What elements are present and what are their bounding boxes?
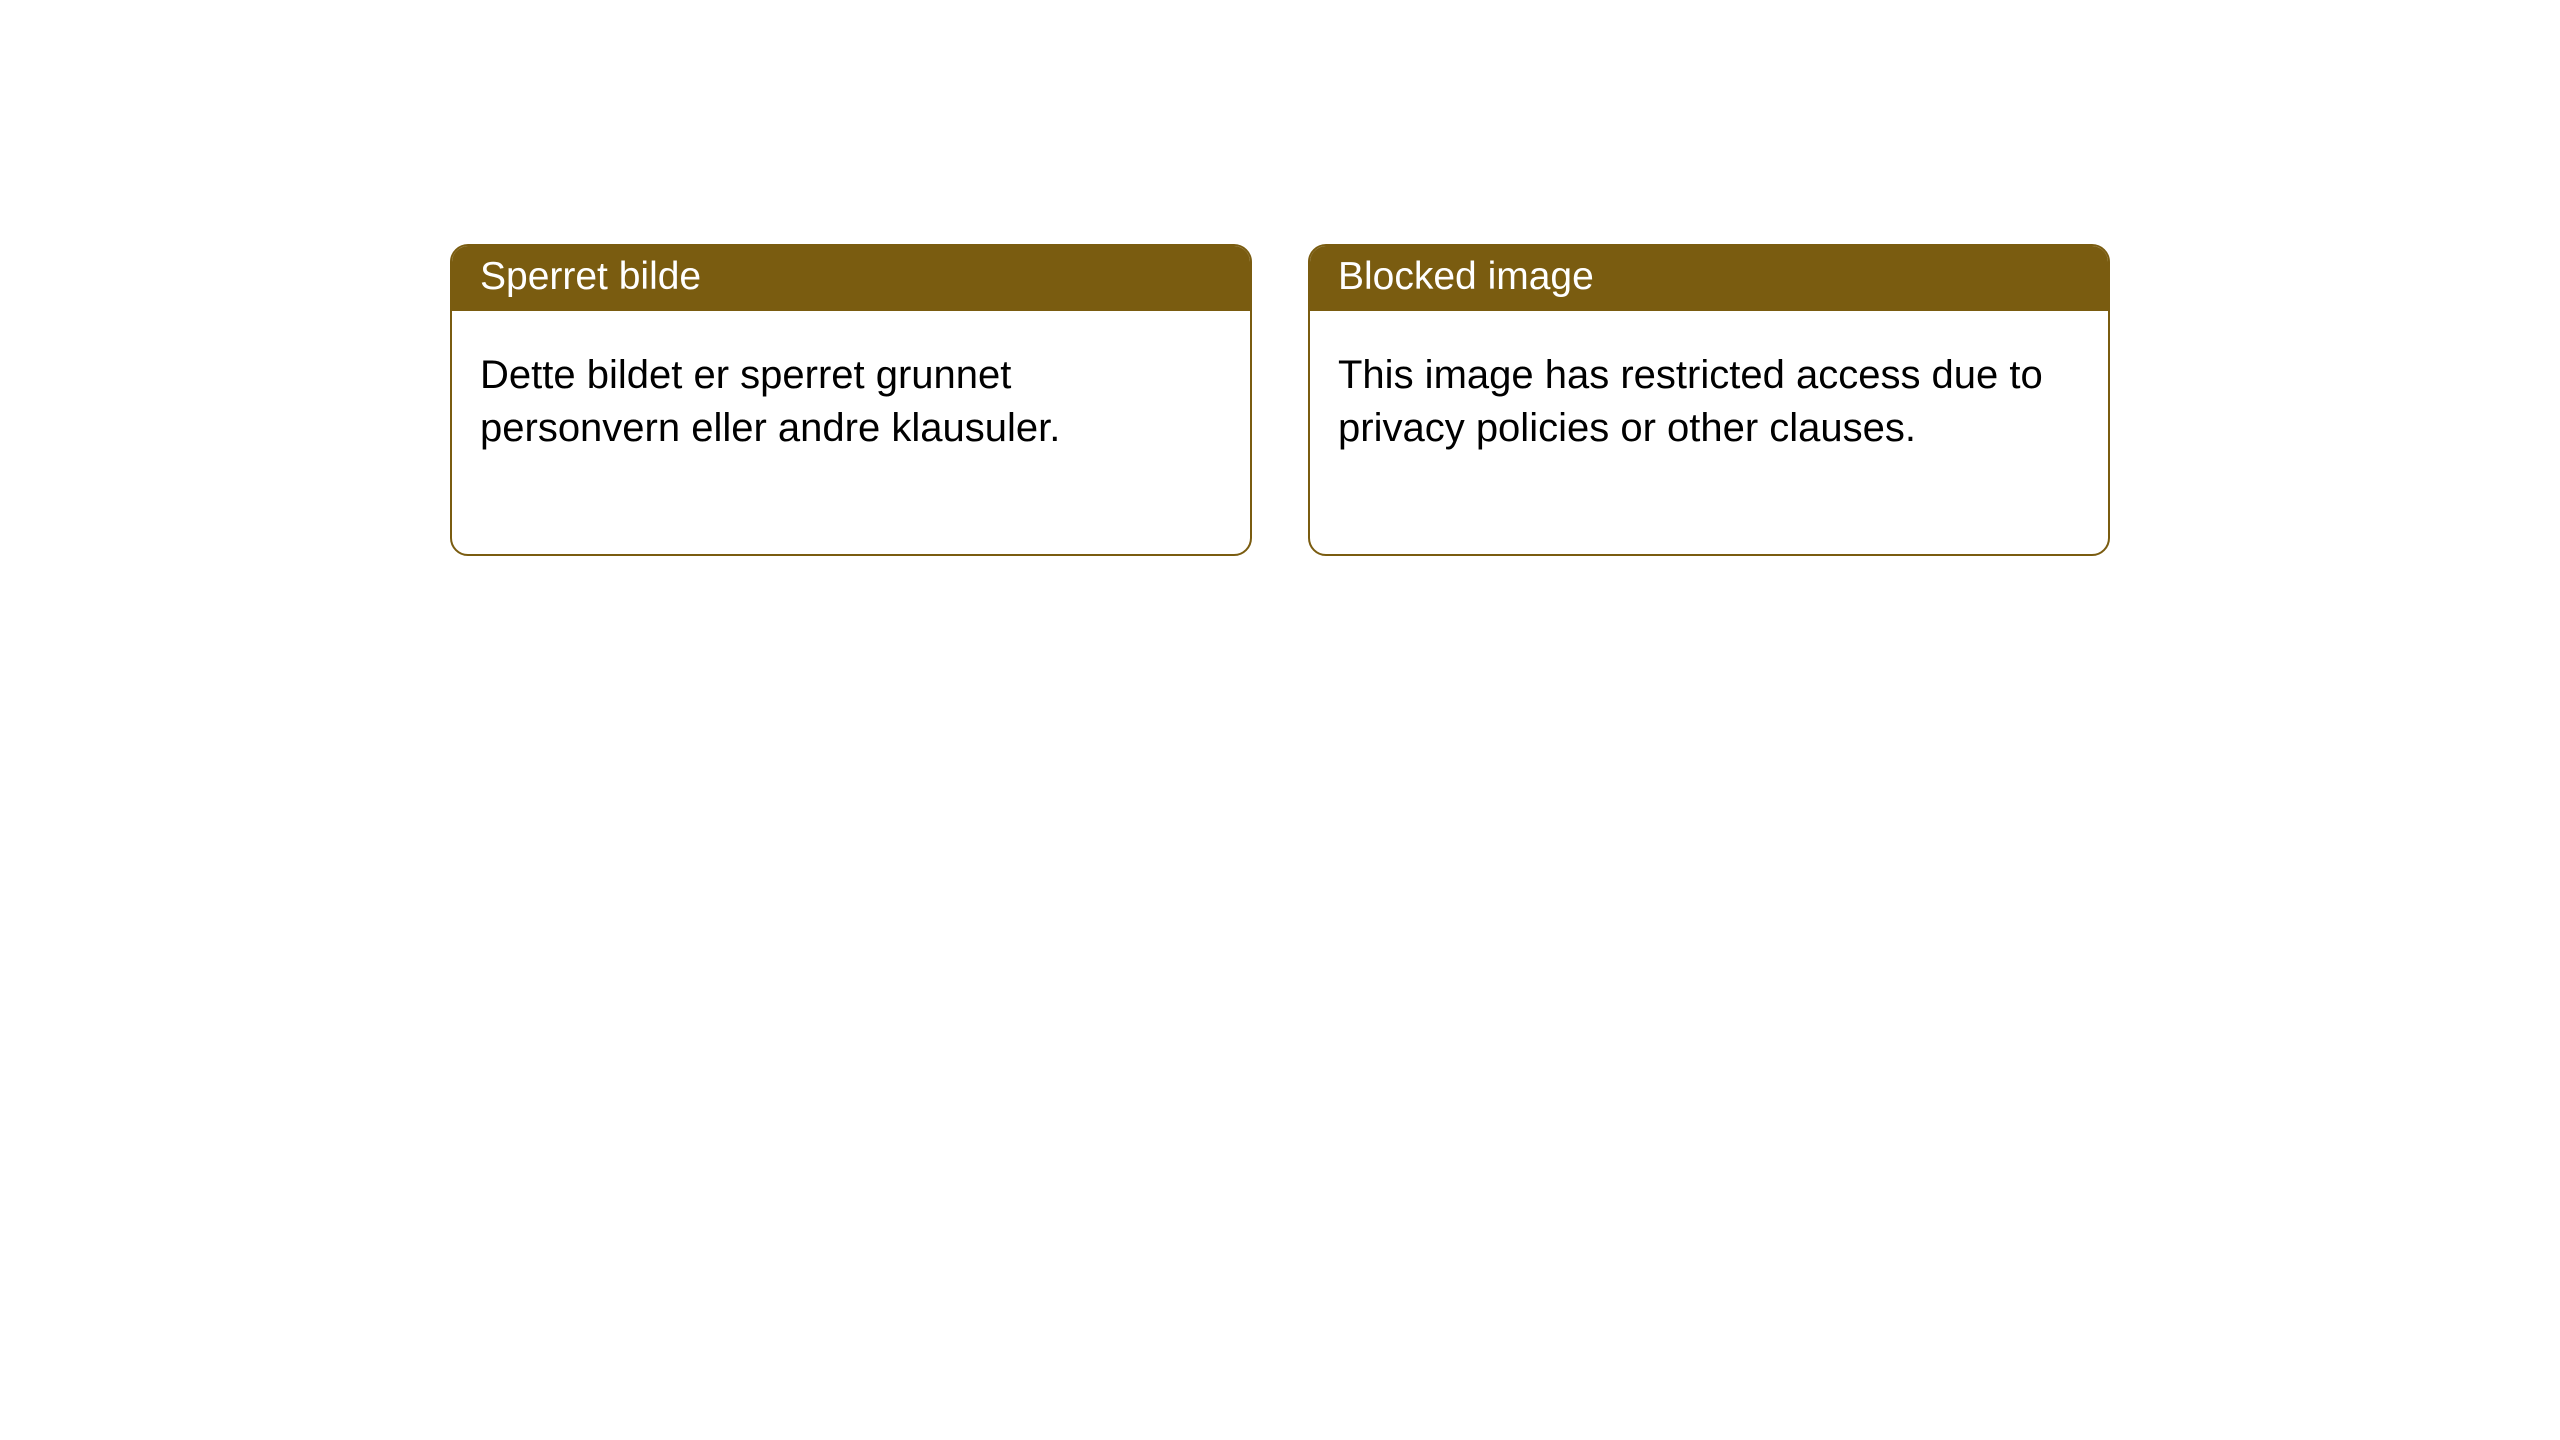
notice-card-title: Sperret bilde — [452, 246, 1250, 311]
notice-card-norwegian: Sperret bilde Dette bildet er sperret gr… — [450, 244, 1252, 556]
notice-card-english: Blocked image This image has restricted … — [1308, 244, 2110, 556]
notice-card-body: This image has restricted access due to … — [1310, 311, 2108, 555]
notice-cards-container: Sperret bilde Dette bildet er sperret gr… — [450, 244, 2110, 556]
notice-card-body: Dette bildet er sperret grunnet personve… — [452, 311, 1250, 555]
notice-card-title: Blocked image — [1310, 246, 2108, 311]
